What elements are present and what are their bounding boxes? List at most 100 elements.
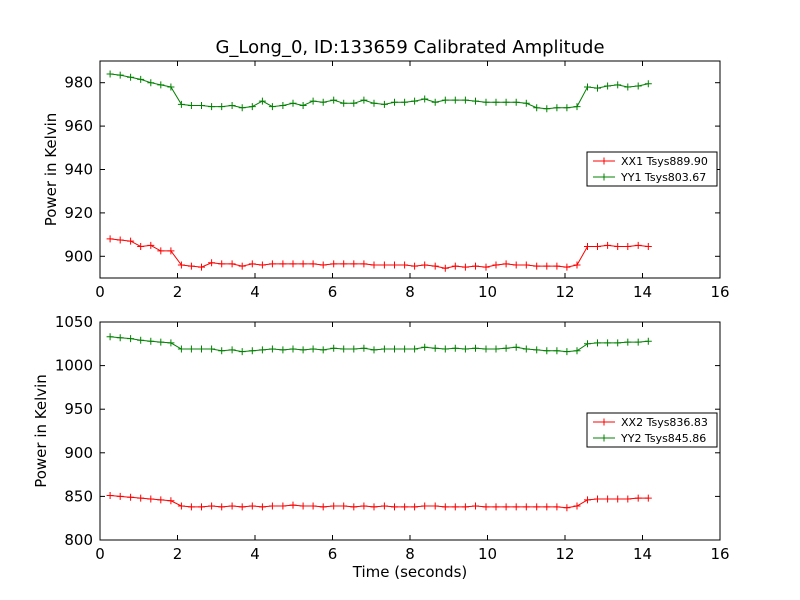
- data-point: [421, 261, 429, 269]
- legend-box: [586, 412, 718, 448]
- data-point: [157, 338, 165, 346]
- legend-box: [586, 151, 718, 187]
- data-point: [563, 504, 571, 512]
- data-point: [421, 343, 429, 351]
- data-point: [624, 243, 632, 250]
- data-point: [279, 260, 287, 268]
- data-point: [401, 503, 409, 511]
- data-point: [279, 346, 287, 354]
- data-point: [431, 344, 439, 352]
- data-point: [106, 333, 114, 341]
- data-point: [198, 263, 205, 271]
- data-point: [177, 502, 185, 510]
- data-point: [563, 263, 571, 271]
- x-tick-label: 6: [328, 545, 338, 563]
- figure-title: G_Long_0, ID:133659 Calibrated Amplitude: [215, 37, 604, 58]
- data-point: [350, 260, 358, 268]
- data-point: [187, 262, 195, 270]
- data-point: [370, 99, 378, 107]
- bottom-plot: 0 2 4 6 8 10 12 14 16 800 850 900 950 1000 1050 Power i…: [32, 313, 730, 563]
- data-point: [472, 344, 479, 352]
- x-tick-label: 8: [405, 283, 415, 301]
- data-point: [289, 260, 297, 268]
- data-point: [604, 339, 612, 347]
- data-point: [330, 260, 338, 268]
- data-point: [258, 97, 266, 105]
- data-point: [147, 241, 155, 249]
- data-point: [573, 103, 581, 111]
- data-point: [644, 494, 652, 502]
- data-point: [208, 345, 216, 353]
- data-point: [543, 503, 551, 511]
- data-point: [380, 261, 388, 269]
- data-point: [451, 96, 459, 104]
- data-point: [441, 345, 449, 353]
- data-point: [472, 262, 479, 270]
- legend-marker: [600, 157, 608, 165]
- data-point: [350, 99, 358, 107]
- data-point: [492, 98, 500, 106]
- data-point: [248, 103, 256, 111]
- data-point: [634, 241, 642, 249]
- data-point: [238, 503, 246, 511]
- data-point: [370, 503, 378, 511]
- data-point: [228, 346, 236, 354]
- data-point: [461, 503, 469, 511]
- data-point: [228, 502, 236, 510]
- x-tick-label: 14: [633, 283, 652, 301]
- data-point: [157, 81, 165, 89]
- data-point: [177, 261, 185, 269]
- data-point: [299, 346, 307, 354]
- data-point: [289, 345, 297, 353]
- x-tick-label: 14: [633, 545, 652, 563]
- data-point: [492, 345, 500, 353]
- data-point: [421, 502, 429, 510]
- data-point: [482, 263, 490, 271]
- data-point: [360, 344, 368, 352]
- data-point: [614, 495, 622, 503]
- data-point: [512, 503, 520, 511]
- x-tick-label: 2: [173, 545, 183, 563]
- data-point: [116, 492, 124, 500]
- data-point: [177, 345, 185, 353]
- top-plot: 0 2 4 6 8 10 12 14 16 900 920 940 960 980 Power in Kel…: [42, 60, 730, 301]
- data-point: [309, 97, 317, 105]
- data-point: [634, 82, 642, 90]
- data-point: [116, 236, 124, 244]
- data-point: [472, 502, 479, 510]
- data-point: [411, 345, 419, 353]
- y-axis-label: Power in Kelvin: [42, 113, 60, 227]
- data-point: [248, 347, 256, 355]
- data-point: [218, 103, 226, 111]
- data-point: [370, 261, 378, 269]
- data-point: [330, 344, 338, 352]
- data-point: [268, 502, 276, 510]
- data-point: [309, 502, 317, 510]
- data-point: [167, 339, 175, 347]
- data-point: [137, 336, 145, 344]
- data-point: [289, 99, 297, 107]
- data-point: [441, 96, 449, 104]
- data-point: [319, 346, 327, 354]
- data-point: [644, 243, 652, 250]
- data-point: [299, 260, 307, 268]
- data-point: [127, 335, 135, 343]
- data-point: [553, 104, 561, 112]
- data-point: [127, 493, 135, 501]
- data-point: [411, 503, 419, 511]
- data-point: [401, 261, 409, 269]
- data-point: [350, 345, 358, 353]
- data-point: [167, 247, 175, 255]
- data-point: [157, 496, 165, 504]
- data-point: [208, 103, 216, 111]
- data-point: [553, 347, 561, 355]
- y-tick-label: 940: [64, 161, 93, 179]
- data-point: [543, 105, 551, 113]
- legend: XX1 Tsys889.90 YY1 Tsys803.67: [586, 151, 718, 187]
- data-point: [421, 95, 429, 103]
- data-point: [279, 502, 287, 510]
- data-point: [340, 345, 348, 353]
- data-point: [370, 346, 378, 354]
- data-point: [594, 339, 601, 347]
